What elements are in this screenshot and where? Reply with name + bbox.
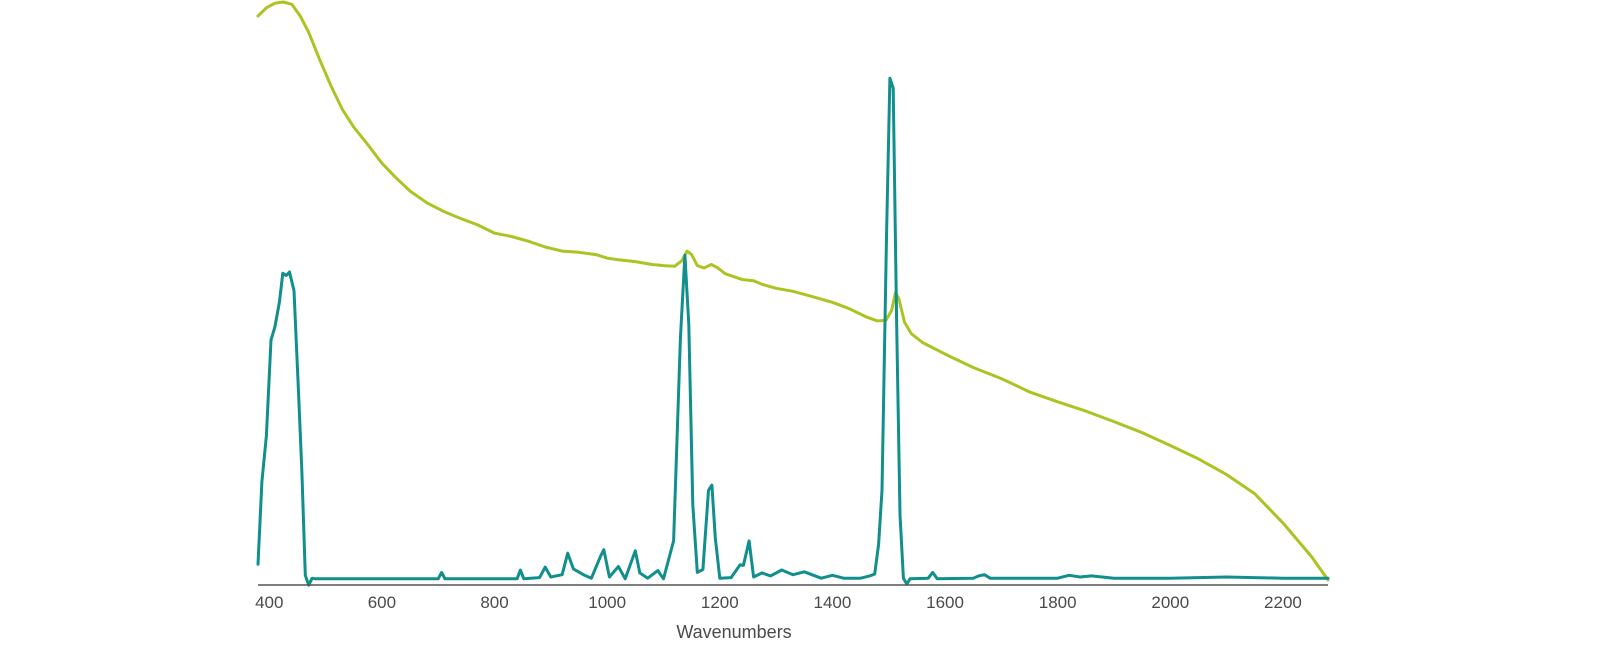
x-tick-label: 1800 <box>1039 593 1077 612</box>
x-tick-label: 1200 <box>701 593 739 612</box>
x-tick-label: 400 <box>255 593 283 612</box>
x-axis-label: Wavenumbers <box>676 622 791 642</box>
x-tick-label: 2200 <box>1264 593 1302 612</box>
x-tick-label: 2000 <box>1151 593 1189 612</box>
x-tick-label: 1000 <box>588 593 626 612</box>
x-tick-label: 800 <box>480 593 508 612</box>
series-line-1 <box>256 0 1330 582</box>
series-line-2 <box>256 76 1330 587</box>
x-axis-ticks: 400 600 800 1000 1200 1400 1600 1800 2000 2200 <box>255 593 1302 612</box>
x-tick-label: 600 <box>368 593 396 612</box>
x-tick-label: 1600 <box>926 593 964 612</box>
x-tick-label: 1400 <box>814 593 852 612</box>
series-layer <box>256 0 1330 587</box>
